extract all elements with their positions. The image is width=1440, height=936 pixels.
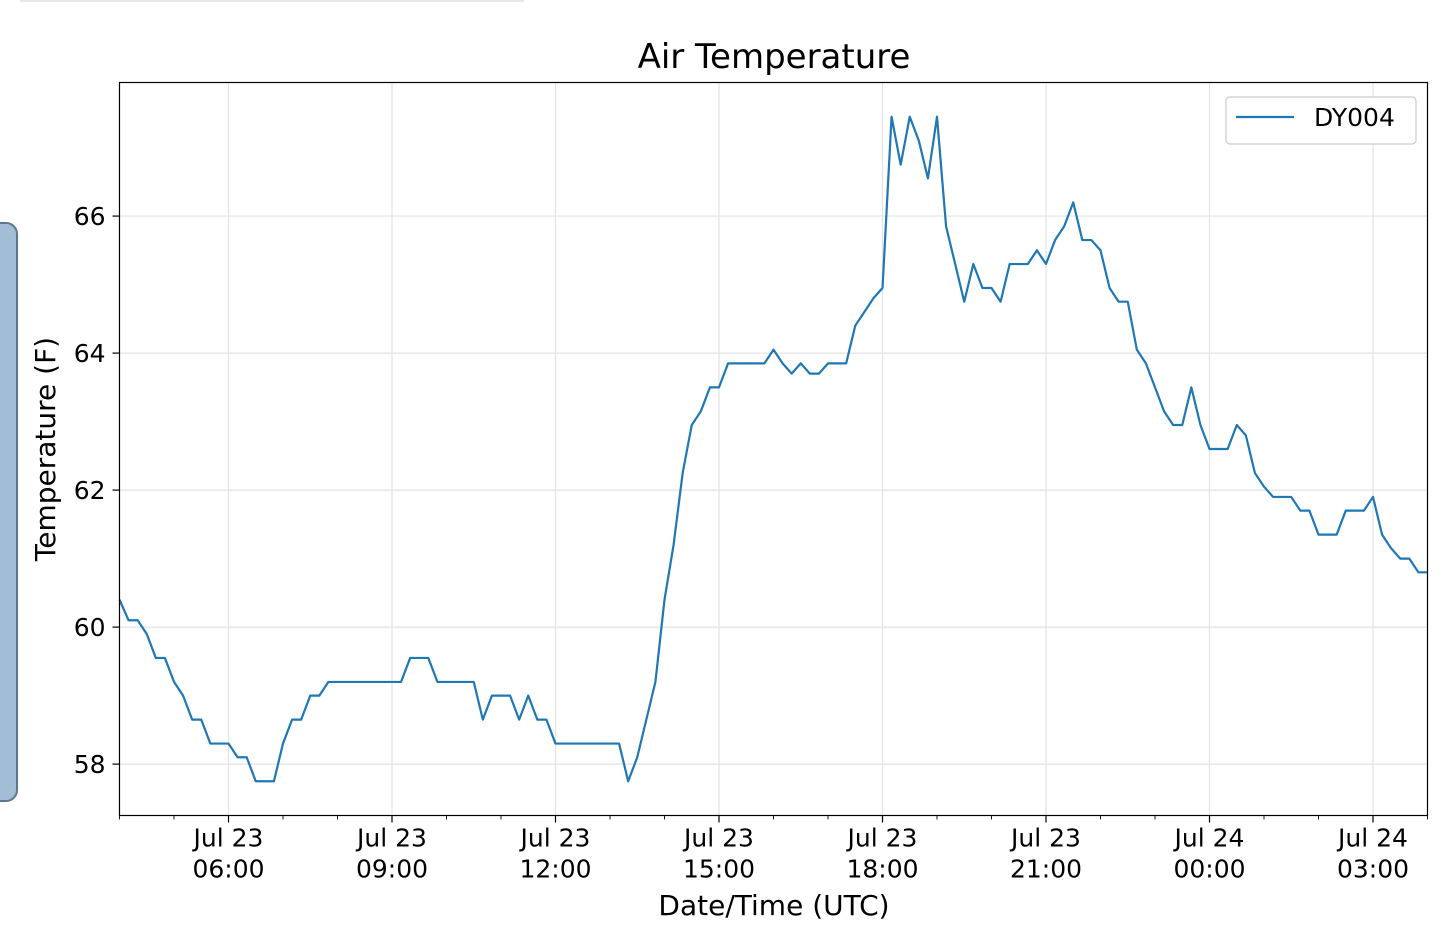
grid-lines <box>119 82 1428 816</box>
y-tick-label: 60 <box>74 613 106 642</box>
x-tick-label: 15:00 <box>683 855 755 884</box>
y-tick-label: 62 <box>74 476 106 505</box>
x-tick-label: 21:00 <box>1010 855 1082 884</box>
y-axis-label: Temperature (F) <box>29 337 62 562</box>
y-tick-label: 58 <box>74 750 106 779</box>
y-tick-label: 66 <box>74 202 106 231</box>
x-tick-label: Jul 24 <box>1336 824 1408 853</box>
x-axis-label: Date/Time (UTC) <box>658 889 889 922</box>
x-tick-label: 09:00 <box>356 855 428 884</box>
x-tick-label: Jul 23 <box>519 824 591 853</box>
legend: DY004 <box>1225 96 1417 145</box>
x-tick-label: 12:00 <box>519 855 591 884</box>
x-tick-label: 03:00 <box>1337 855 1409 884</box>
legend-box <box>1225 96 1417 145</box>
plot-frame <box>118 81 1429 817</box>
legend-label-dy004: DY004 <box>1314 103 1395 132</box>
x-tick-label: Jul 24 <box>1173 824 1245 853</box>
x-tick-label: Jul 23 <box>846 824 918 853</box>
x-tick-label: 00:00 <box>1173 855 1245 884</box>
x-tick-label: Jul 23 <box>192 824 264 853</box>
x-tick-label: 06:00 <box>192 855 264 884</box>
series-line-dy004 <box>118 115 1428 783</box>
y-tick-label: 64 <box>74 339 106 368</box>
x-tick-label: 18:00 <box>846 855 918 884</box>
side-panel-tab[interactable] <box>0 222 18 802</box>
x-tick-label: Jul 23 <box>355 824 427 853</box>
chart-title: Air Temperature <box>638 37 911 77</box>
x-tick-label: Jul 23 <box>682 824 754 853</box>
top-divider <box>20 0 524 2</box>
x-tick-label: Jul 23 <box>1009 824 1081 853</box>
